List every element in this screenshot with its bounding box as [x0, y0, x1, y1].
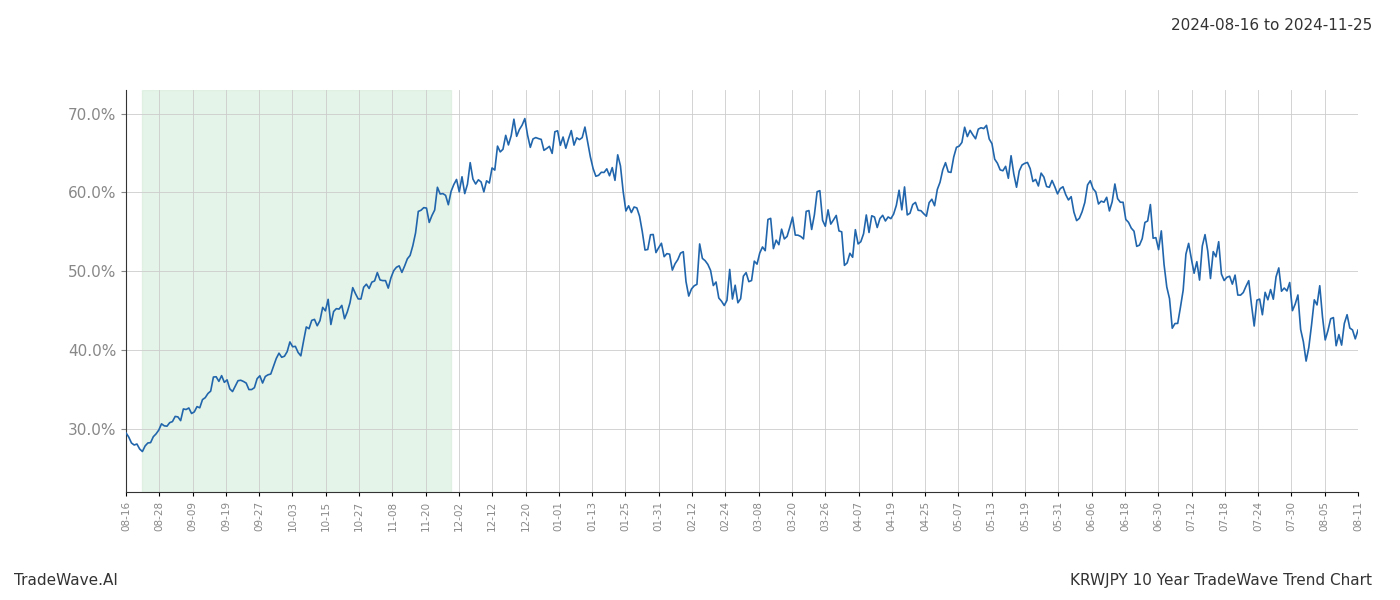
Text: 2024-08-16 to 2024-11-25: 2024-08-16 to 2024-11-25	[1170, 18, 1372, 33]
Bar	[143, 90, 451, 492]
Text: TradeWave.AI: TradeWave.AI	[14, 573, 118, 588]
Text: KRWJPY 10 Year TradeWave Trend Chart: KRWJPY 10 Year TradeWave Trend Chart	[1070, 573, 1372, 588]
